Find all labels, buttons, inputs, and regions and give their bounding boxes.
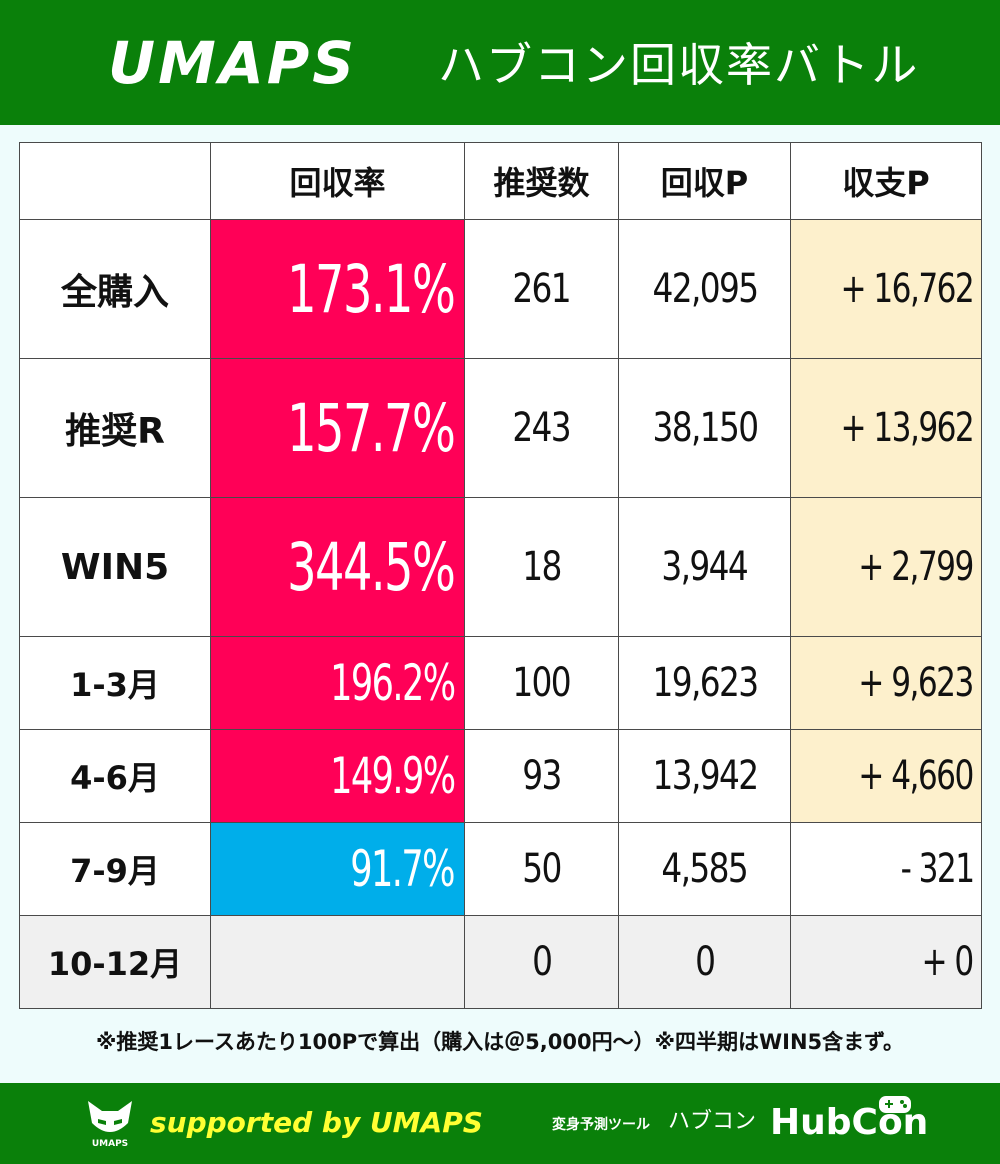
row-label: 10-12月 [19,915,211,1009]
balance-cell: - 321 [790,822,982,916]
return-cell: 13,942 [618,729,791,823]
count-value: 93 [522,753,562,799]
table-row: 10-12月 0 0 + 0 [19,915,982,1009]
column-header-rate: 回収率 [210,142,465,220]
balance-value: + 0 [921,939,975,985]
rate-cell: 173.1% [210,219,465,359]
row-label: 7-9月 [19,822,211,916]
rate-cell [210,915,465,1009]
table-row: 全購入 173.1% 261 42,095 + 16,762 [19,219,982,359]
count-value: 261 [512,266,572,312]
balance-value: + 16,762 [840,266,974,312]
balance-cell: + 13,962 [790,358,982,498]
count-cell: 0 [464,915,619,1009]
brand-title: UMAPS [108,29,357,97]
rate-value: 149.9% [329,747,456,805]
return-cell: 3,944 [618,497,791,637]
column-header-return: 回収P [618,142,791,220]
row-label: 1-3月 [19,636,211,730]
rate-value: 91.7% [350,840,455,898]
return-cell: 19,623 [618,636,791,730]
count-value: 243 [512,405,572,451]
return-value: 0 [694,939,716,985]
rate-value: 173.1% [286,250,456,328]
count-cell: 93 [464,729,619,823]
footnote: ※推奨1レースあたり100Pで算出（購入は＠5,000円～）※四半期はWIN5含… [95,1030,905,1054]
column-header-balance: 収支P [790,142,982,220]
return-value: 19,623 [652,660,759,706]
balance-value: + 2,799 [858,544,975,590]
balance-cell: + 16,762 [790,219,982,359]
header-bar: UMAPS ハブコン回収率バトル [0,0,1000,125]
row-label: WIN5 [19,497,211,637]
balance-value: + 9,623 [858,660,975,706]
rate-value: 344.5% [286,528,456,606]
results-table: 回収率 推奨数 回収P 収支P 全購入 173.1% 261 42,095 + … [19,142,982,1009]
tool-name-kana: ハブコン [668,1109,757,1134]
return-value: 3,944 [661,544,749,590]
rate-cell: 344.5% [210,497,465,637]
count-cell: 243 [464,358,619,498]
count-value: 100 [512,660,572,706]
balance-value: + 13,962 [840,405,974,451]
return-cell: 4,585 [618,822,791,916]
count-cell: 18 [464,497,619,637]
table-row: WIN5 344.5% 18 3,944 + 2,799 [19,497,982,637]
page-subtitle: ハブコン回収率バトル [438,38,920,92]
count-cell: 261 [464,219,619,359]
balance-cell: + 0 [790,915,982,1009]
count-cell: 100 [464,636,619,730]
return-value: 38,150 [652,405,759,451]
balance-value: - 321 [900,846,974,892]
rate-cell: 196.2% [210,636,465,730]
balance-cell: + 2,799 [790,497,982,637]
column-header-blank [19,142,211,220]
balance-cell: + 4,660 [790,729,982,823]
table-row: 1-3月 196.2% 100 19,623 + 9,623 [19,636,982,730]
table-row: 推奨R 157.7% 243 38,150 + 13,962 [19,358,982,498]
rate-cell: 149.9% [210,729,465,823]
rate-value: 157.7% [286,389,456,467]
supported-by-text: supported by UMAPS [150,1106,483,1139]
row-label: 全購入 [19,219,211,359]
return-value: 42,095 [652,266,759,312]
balance-value: + 4,660 [858,753,975,799]
count-value: 50 [522,846,562,892]
umaps-horse-icon [88,1101,132,1132]
count-value: 18 [522,544,562,590]
table-row: 4-6月 149.9% 93 13,942 + 4,660 [19,729,982,823]
count-cell: 50 [464,822,619,916]
row-label: 4-6月 [19,729,211,823]
tool-caption: 変身予測ツール [552,1117,650,1133]
game-controller-icon [879,1096,911,1113]
balance-cell: + 9,623 [790,636,982,730]
table-header-row: 回収率 推奨数 回収P 収支P [19,142,982,220]
return-cell: 42,095 [618,219,791,359]
row-label: 推奨R [19,358,211,498]
rate-value: 196.2% [329,654,456,712]
return-cell: 38,150 [618,358,791,498]
footer-logo-text: UMAPS [91,1139,129,1149]
table-row: 7-9月 91.7% 50 4,585 - 321 [19,822,982,916]
return-value: 13,942 [652,753,759,799]
rate-cell: 91.7% [210,822,465,916]
return-cell: 0 [618,915,791,1009]
rate-cell: 157.7% [210,358,465,498]
count-value: 0 [531,939,553,985]
column-header-count: 推奨数 [464,142,619,220]
return-value: 4,585 [661,846,749,892]
footer-bar: UMAPS supported by UMAPS 変身予測ツール ハブコン Hu… [0,1083,1000,1164]
